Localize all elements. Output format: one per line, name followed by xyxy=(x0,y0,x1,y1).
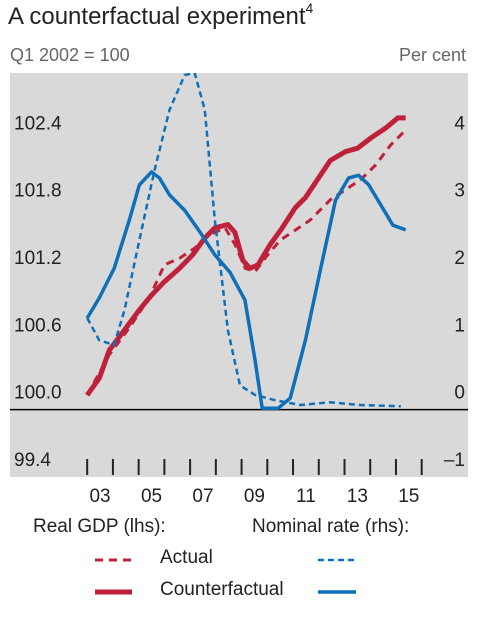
legend-label: Actual xyxy=(160,547,213,568)
x-tick-label: 15 xyxy=(398,486,419,507)
y-tick-label: 100.6 xyxy=(14,315,62,336)
x-tick-label: 11 xyxy=(296,486,316,507)
y2-tick-label: 4 xyxy=(454,113,465,134)
title-text: A counterfactual experiment xyxy=(8,3,306,30)
title-superscript: 4 xyxy=(306,0,314,16)
y-tick-label: 102.4 xyxy=(14,113,62,134)
legend-group-title: Nominal rate (rhs): xyxy=(252,516,409,537)
x-tick-label: 07 xyxy=(192,486,213,507)
y-tick-label: 101.8 xyxy=(14,181,62,202)
series-line xyxy=(86,73,401,408)
x-tick-label: 09 xyxy=(244,486,265,507)
right-axis-unit: Per cent xyxy=(399,45,466,65)
series-line xyxy=(85,170,407,411)
y-tick-label: 99.4 xyxy=(14,450,51,471)
y-tick-label: 101.2 xyxy=(14,248,62,269)
series-line xyxy=(85,129,407,396)
legend-group-title: Real GDP (lhs): xyxy=(33,516,166,537)
x-tick-label: 03 xyxy=(89,486,110,507)
legend-label: Counterfactual xyxy=(160,579,284,600)
plot-background xyxy=(10,73,468,477)
left-axis-unit: Q1 2002 = 100 xyxy=(10,45,130,65)
y-tick-label: 100.0 xyxy=(14,383,62,404)
x-tick-label: 13 xyxy=(347,486,368,507)
y2-tick-label: 1 xyxy=(454,315,465,336)
chart-title: A counterfactual experiment4 xyxy=(8,0,314,30)
x-tick-label: 05 xyxy=(141,486,162,507)
series-line xyxy=(85,115,406,397)
y2-tick-label: 2 xyxy=(454,248,465,269)
y2-tick-label: 0 xyxy=(454,383,465,404)
y2-tick-label: –1 xyxy=(444,450,465,471)
y2-tick-label: 3 xyxy=(454,181,465,202)
